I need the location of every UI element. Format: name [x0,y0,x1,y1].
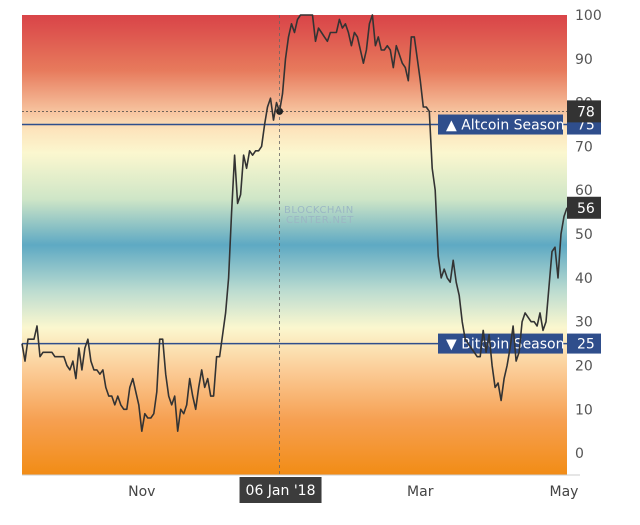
x-tick-label-mar: Mar [407,484,434,500]
altcoin-season-label: ▲ Altcoin Season [446,118,564,134]
bitcoin-season-label: ▼ Bitcoin Season [446,337,565,353]
y-tick-label-0: 0 [575,446,584,462]
bitcoin-season-label-box [438,333,563,354]
bitcoin-season-value: 25 [577,337,595,353]
value-badges: 06 Jan '18 78 56 [239,100,601,503]
bitcoin-season-value-box [567,333,601,354]
altcoin-season-label-box [438,114,563,135]
y-tick-label-20: 20 [575,358,593,374]
y-tick-label-70: 70 [575,139,593,155]
x-axis-ticks: Nov Mar May [128,484,578,500]
plot-background [22,15,567,475]
y-tick-label-30: 30 [575,315,593,331]
y-tick-label-10: 10 [575,402,593,418]
crosshair-value-label: 78 [577,104,595,120]
y-tick-label-60: 60 [575,183,593,199]
series-line [21,14,568,432]
watermark: BLOCKCHAIN CENTER.NET [284,205,354,226]
y-tick-label-50: 50 [575,227,593,243]
x-tick-label-nov: Nov [128,484,155,500]
crosshair-value-badge [567,100,601,123]
current-value-label: 56 [577,201,595,217]
y-tick-label-40: 40 [575,271,593,287]
x-tick-label-may: May [550,484,579,500]
watermark-line-1: BLOCKCHAIN [284,205,354,216]
crosshair-date-label: 06 Jan '18 [246,483,316,499]
season-thresholds: ▲ Altcoin Season 75▼ Bitcoin Season 25 [22,114,601,354]
y-axis-ticks: 0102030405060708090100 [575,8,602,462]
watermark-line-2: CENTER.NET [286,215,354,226]
crosshair-date-badge [239,477,322,503]
y-tick-label-90: 90 [575,52,593,68]
y-tick-label-100: 100 [575,8,602,24]
current-value-badge [567,196,601,219]
